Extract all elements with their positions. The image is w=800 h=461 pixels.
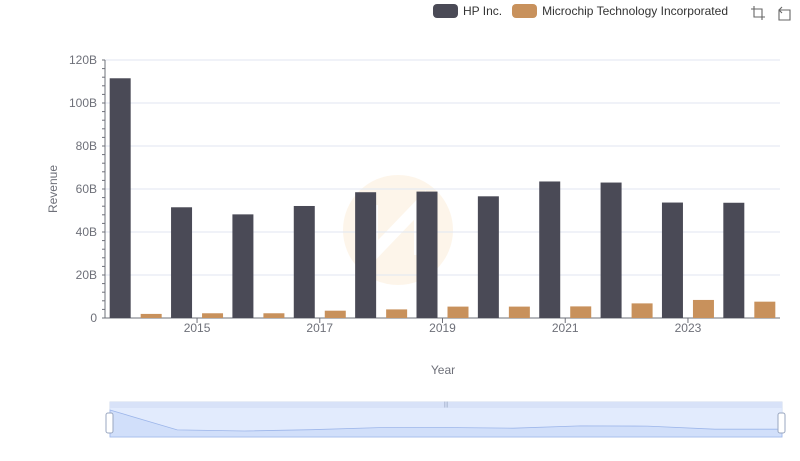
bar-hp-inc[interactable] [232,214,254,318]
bar-microchip[interactable] [570,306,592,318]
y-tick-label: 60B [76,182,97,196]
x-axis-title: Year [431,363,455,377]
y-axis: 0 20B 40B 60B 80B 100B 120B [69,53,106,325]
legend-label-microchip: Microchip Technology Incorporated [542,4,728,18]
y-tick-label: 40B [76,225,97,239]
bar-microchip[interactable] [140,313,162,318]
y-tick-label: 0 [90,311,97,325]
bar-microchip[interactable] [692,299,714,318]
bars [109,78,776,319]
bar-microchip[interactable] [202,313,224,318]
restore-icon[interactable] [776,5,792,21]
y-tick-label: 100B [69,96,97,110]
slider-handle-right[interactable] [777,412,786,434]
x-axis: 2015 2017 2019 2021 2023 [105,317,780,335]
legend-item-hp[interactable]: HP Inc. [432,4,503,18]
bar-microchip[interactable] [631,303,653,318]
bar-microchip[interactable] [263,313,285,318]
bar-microchip[interactable] [754,301,776,318]
legend-label-hp: HP Inc. [462,4,503,18]
bar-hp-inc[interactable] [661,202,683,318]
bar-hp-inc[interactable] [477,196,499,318]
x-tick-label: 2021 [552,321,579,335]
bar-hp-inc[interactable] [293,205,315,318]
y-tick-label: 80B [76,139,97,153]
legend: HP Inc. Microchip Technology Incorporate… [432,4,728,18]
x-tick-label: 2023 [675,321,702,335]
bar-hp-inc[interactable] [171,207,193,318]
datazoom-slider[interactable]: ||| [105,401,786,438]
bar-microchip[interactable] [447,306,469,318]
x-tick-label: 2017 [306,321,333,335]
legend-swatch-microchip [512,4,538,18]
bar-hp-inc[interactable] [723,202,745,318]
toolbox [750,5,792,21]
x-tick-label: 2019 [429,321,456,335]
bar-hp-inc[interactable] [416,191,438,318]
bar-microchip[interactable] [508,306,530,318]
zoom-icon[interactable] [750,5,766,21]
slider-grip-icon[interactable]: ||| [444,402,449,408]
legend-swatch-hp [432,4,458,18]
slider-top-bar[interactable] [110,402,782,408]
bar-hp-inc[interactable] [600,182,622,318]
bar-microchip[interactable] [386,309,408,318]
legend-item-microchip[interactable]: Microchip Technology Incorporated [512,4,728,18]
x-tick-label: 2015 [184,321,211,335]
slider-preview-line [109,409,783,438]
y-tick-label: 120B [69,53,97,67]
slider-handle-left[interactable] [105,412,114,434]
bar-hp-inc[interactable] [355,192,377,318]
y-axis-title: Revenue [46,165,60,213]
bar-hp-inc[interactable] [539,181,561,318]
bar-hp-inc[interactable] [109,78,131,319]
bar-microchip[interactable] [324,310,346,318]
y-tick-label: 20B [76,268,97,282]
